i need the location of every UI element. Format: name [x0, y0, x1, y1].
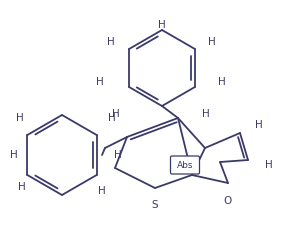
Text: H: H: [112, 109, 120, 119]
FancyBboxPatch shape: [170, 156, 200, 174]
Text: H: H: [107, 37, 115, 47]
Text: H: H: [10, 150, 18, 160]
Text: H: H: [255, 120, 263, 130]
Text: H: H: [16, 113, 24, 123]
Text: H: H: [108, 113, 116, 123]
Text: H: H: [202, 109, 210, 119]
Text: H: H: [96, 77, 104, 87]
Text: Abs: Abs: [177, 160, 193, 169]
Text: H: H: [98, 186, 106, 196]
Text: H: H: [18, 182, 26, 192]
Text: H: H: [208, 37, 216, 47]
Text: H: H: [114, 150, 122, 160]
Text: O: O: [224, 196, 232, 206]
Text: S: S: [152, 200, 158, 210]
Text: H: H: [158, 20, 166, 30]
Text: H: H: [265, 160, 273, 170]
Text: H: H: [218, 77, 226, 87]
